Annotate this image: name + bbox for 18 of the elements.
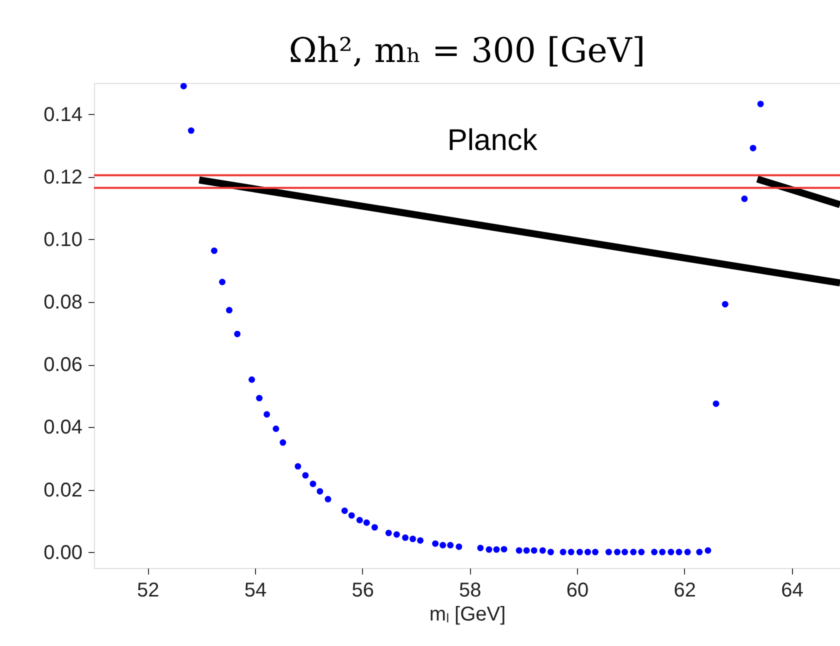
y-tick-label: 0.02 (44, 479, 82, 502)
x-tick-label: 54 (244, 580, 267, 602)
y-tick-label: 0.08 (44, 292, 82, 314)
y-tick-label: 0.06 (44, 354, 82, 376)
y-tick-label: 0.14 (44, 104, 82, 126)
annotation: Planck (447, 124, 538, 158)
x-axis-title: mₗ [GeV] (429, 604, 506, 626)
y-tick-label: 0.12 (44, 166, 82, 188)
y-tick-label: 0.10 (44, 228, 82, 251)
y-tick-label: 0.00 (44, 542, 82, 564)
y-tick-label: 0.04 (44, 416, 82, 439)
x-tick-label: 56 (352, 580, 374, 602)
x-tick-label: 52 (137, 580, 160, 602)
x-tick-label: 64 (781, 580, 804, 602)
x-tick-label: 62 (674, 580, 696, 602)
x-tick-label: 60 (566, 580, 589, 602)
x-tick-label: 58 (459, 580, 482, 602)
chart-title: Ωh², mₕ = 300 [GeV] (288, 31, 646, 71)
